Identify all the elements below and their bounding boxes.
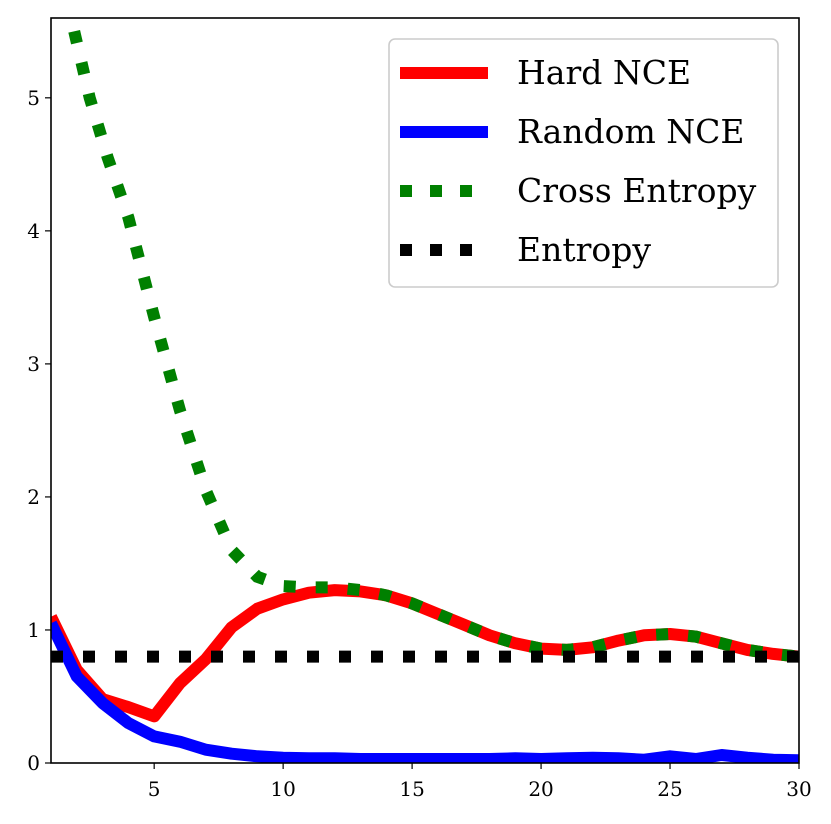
x-tick-label: 25 [657, 777, 682, 801]
series-line-random-nce [51, 620, 799, 763]
y-axis: 0 1 2 3 4 5 [27, 86, 51, 775]
series-line-hard-nce [51, 584, 799, 723]
y-tick-label: 0 [27, 751, 40, 775]
x-tick-label: 30 [786, 777, 811, 801]
y-tick-label: 4 [27, 219, 40, 243]
x-tick-label: 20 [528, 777, 553, 801]
x-axis: 5 10 15 20 25 30 [148, 763, 812, 801]
plot-frame [50, 17, 800, 764]
x-tick-label: 15 [399, 777, 424, 801]
legend-label-entropy: Entropy [517, 230, 651, 269]
x-tick-label: 5 [148, 777, 161, 801]
y-tick-label: 5 [27, 86, 40, 110]
legend-box [388, 38, 779, 288]
y-tick-label: 2 [27, 485, 40, 509]
legend: Hard NCE Random NCE Cross Entropy Entropy [388, 38, 779, 288]
x-tick-label: 10 [270, 777, 295, 801]
legend-label-cross-entropy: Cross Entropy [517, 171, 757, 210]
y-tick-label: 1 [27, 618, 40, 642]
y-tick-label: 3 [27, 352, 40, 376]
legend-label-random-nce: Random NCE [517, 112, 745, 151]
series-layer [51, 29, 799, 763]
legend-label-hard-nce: Hard NCE [517, 53, 691, 92]
